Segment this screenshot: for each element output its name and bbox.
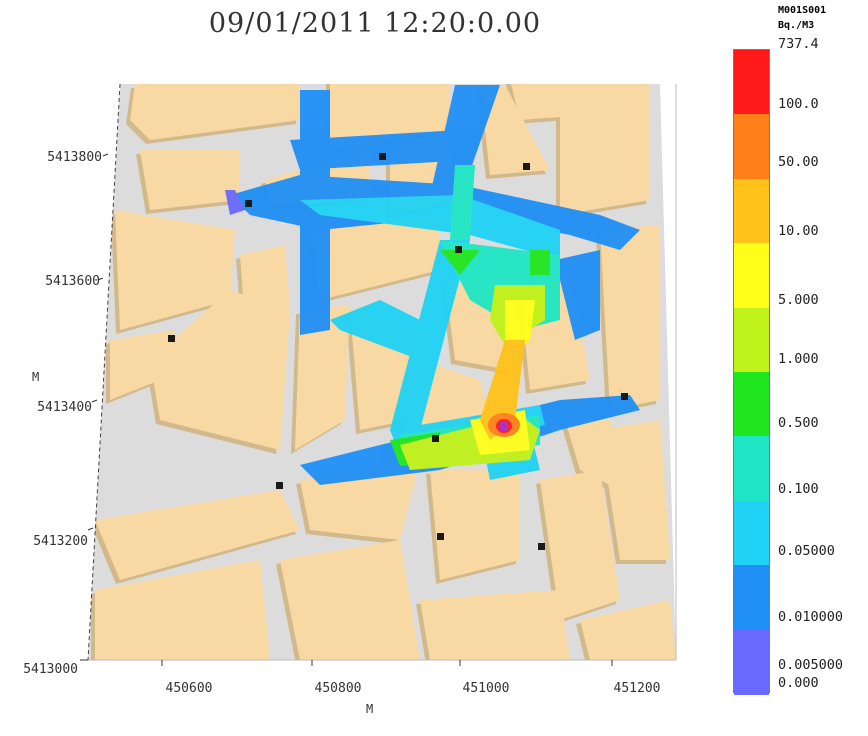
x-axis-unit: M <box>366 702 374 716</box>
source-marker <box>500 422 508 431</box>
colorbar-segment <box>734 178 769 245</box>
colorbar-segment <box>734 372 769 438</box>
colorbar-segment <box>734 50 769 116</box>
x-tick-label: 450800 <box>314 681 362 696</box>
colorbar-label: 0.05000 <box>778 543 835 559</box>
x-tick-label: 451000 <box>462 681 510 696</box>
receptor-marker <box>455 246 462 253</box>
y-axis-unit: M <box>32 370 40 384</box>
colorbar-segment <box>734 436 769 502</box>
y-tick-label: 5413200 <box>33 534 88 549</box>
concentration-plume <box>225 85 640 485</box>
colorbar-label: 0.100 <box>778 481 819 497</box>
y-tick-label: 5413400 <box>37 400 92 415</box>
colorbar <box>733 49 770 695</box>
receptor-marker <box>523 163 530 170</box>
x-tick-label: 451200 <box>613 681 661 696</box>
colorbar-label: 50.00 <box>778 154 819 170</box>
colorbar-label: 10.00 <box>778 223 819 239</box>
colorbar-segment <box>734 114 769 180</box>
buildings-layer <box>91 84 676 660</box>
receptor-marker <box>245 200 252 207</box>
colorbar-segment <box>734 243 769 309</box>
colorbar-label: 0.500 <box>778 415 819 431</box>
colorbar-label: 1.000 <box>778 351 819 367</box>
colorbar-label: 5.000 <box>778 292 819 308</box>
receptor-marker <box>437 533 444 540</box>
colorbar-label: 0.005000 <box>778 657 844 673</box>
colorbar-unit: Bq./M3 <box>778 20 815 31</box>
colorbar-segment <box>734 629 769 695</box>
colorbar-label: 100.0 <box>778 96 819 112</box>
colorbar-variable-name: M001S001 <box>778 5 827 16</box>
receptor-marker <box>379 153 386 160</box>
x-tick-label: 450600 <box>165 681 213 696</box>
colorbar-segment <box>734 307 769 373</box>
colorbar-segment <box>734 500 769 567</box>
x-axis-ticks <box>161 660 613 666</box>
colorbar-label: 0.000 <box>778 675 819 691</box>
y-tick-label: 5413800 <box>47 150 102 165</box>
y-tick-label: 5413600 <box>45 274 100 289</box>
receptor-marker <box>276 482 283 489</box>
receptor-marker <box>538 543 545 550</box>
y-axis-ticks <box>80 153 109 661</box>
colorbar-label: 737.4 <box>778 36 819 52</box>
receptors <box>168 153 628 550</box>
receptor-marker <box>621 393 628 400</box>
colorbar-label: 0.010000 <box>778 609 844 625</box>
plot-title: 09/01/2011 12:20:0.00 <box>208 8 542 39</box>
y-tick-label: 5413000 <box>23 662 78 677</box>
receptor-marker <box>432 435 439 442</box>
colorbar-segment <box>734 565 769 631</box>
receptor-marker <box>168 335 175 342</box>
